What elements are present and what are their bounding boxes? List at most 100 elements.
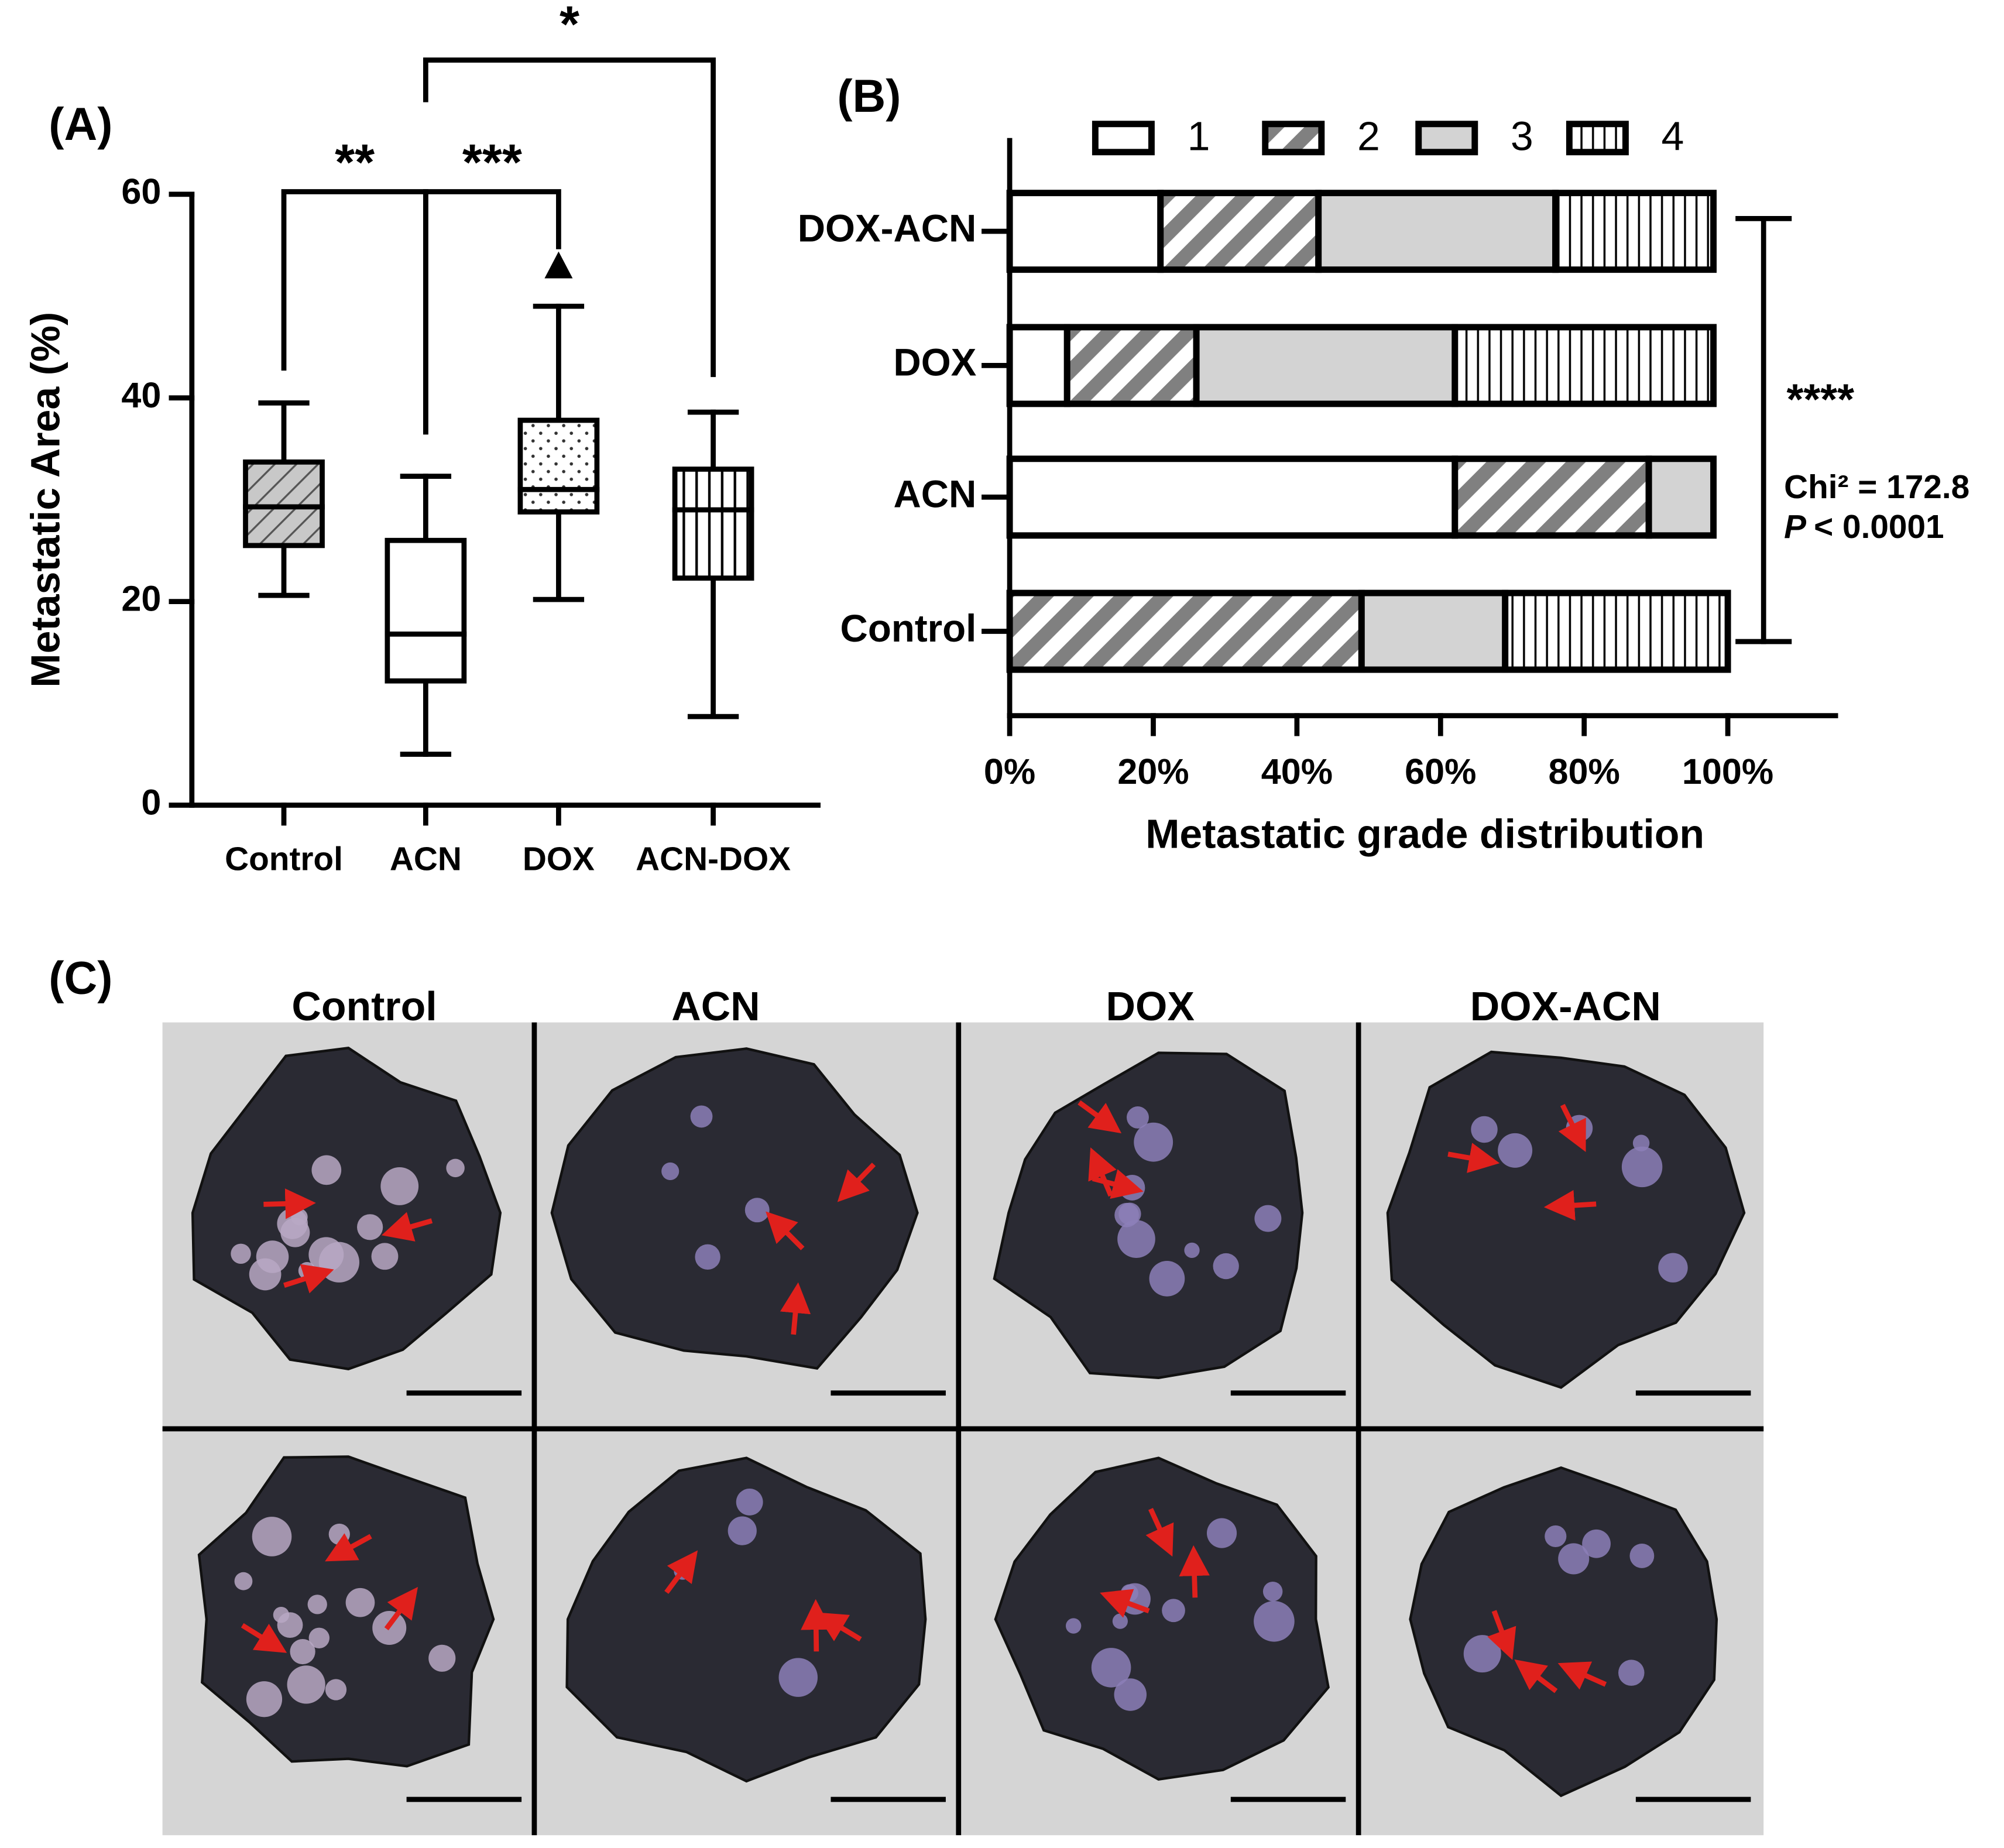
box bbox=[385, 537, 467, 684]
metastatic-nodule bbox=[290, 1638, 315, 1665]
metastatic-nodule bbox=[695, 1244, 720, 1270]
legend-swatch bbox=[1415, 121, 1478, 156]
metastatic-nodule bbox=[1618, 1660, 1645, 1686]
y-tick-label: ACN bbox=[893, 473, 976, 516]
metastatic-nodule bbox=[1254, 1205, 1282, 1232]
legend-swatch bbox=[1092, 121, 1155, 156]
panel-label: (A) bbox=[49, 98, 112, 150]
metastatic-nodule bbox=[1065, 1618, 1082, 1634]
metastatic-nodule bbox=[328, 1523, 350, 1545]
x-tick-label: DOX bbox=[523, 841, 595, 878]
x-tick-label: 20% bbox=[1117, 752, 1189, 791]
metastatic-nodule bbox=[380, 1167, 419, 1205]
pointer-arrow bbox=[1092, 1169, 1144, 1199]
metastatic-nodule bbox=[307, 1595, 327, 1614]
legend-label: 4 bbox=[1662, 113, 1684, 159]
bar-segment bbox=[1006, 455, 1459, 539]
box bbox=[672, 467, 754, 581]
bar-segment bbox=[1552, 190, 1717, 273]
pointer-arrow bbox=[1447, 1143, 1500, 1173]
pointer-arrow bbox=[837, 1163, 876, 1202]
metastatic-nodule bbox=[1213, 1253, 1239, 1280]
p-value: < 0.0001 bbox=[1814, 509, 1944, 546]
metastatic-nodule bbox=[1658, 1253, 1688, 1283]
metastatic-nodule bbox=[428, 1644, 456, 1672]
bar-segment bbox=[1451, 455, 1652, 539]
legend-swatch bbox=[1566, 121, 1629, 156]
y-tick-label: DOX-ACN bbox=[798, 207, 977, 249]
pointer-arrow bbox=[1088, 1147, 1117, 1197]
metastatic-nodule bbox=[287, 1665, 325, 1704]
legend-swatch bbox=[1262, 121, 1325, 156]
metastatic-nodule bbox=[1558, 1543, 1590, 1575]
column-header: DOX-ACN bbox=[1470, 983, 1661, 1029]
bar-segment bbox=[1193, 324, 1459, 407]
metastatic-nodule bbox=[1582, 1529, 1611, 1558]
pointer-arrow bbox=[1078, 1100, 1122, 1134]
p-value-label: P < 0.0001 bbox=[1784, 509, 1944, 546]
metastatic-nodule bbox=[690, 1105, 713, 1128]
metastatic-nodule bbox=[277, 1208, 308, 1239]
bar-segment bbox=[1645, 455, 1717, 539]
bar-segment bbox=[1063, 324, 1200, 407]
panel-label: (C) bbox=[49, 952, 112, 1004]
x-tick-label: 60% bbox=[1405, 752, 1476, 791]
metastatic-nodule bbox=[728, 1516, 757, 1545]
significance-label: **** bbox=[1787, 375, 1855, 423]
legend-label: 2 bbox=[1357, 113, 1380, 159]
metastatic-nodule bbox=[1254, 1600, 1295, 1642]
y-tick-label: 20 bbox=[121, 579, 161, 619]
metastatic-nodule bbox=[252, 1517, 292, 1556]
y-axis-title: Metastatic Area (%) bbox=[23, 312, 68, 688]
significance-bracket bbox=[423, 57, 716, 378]
legend-label: 1 bbox=[1188, 113, 1210, 159]
significance-label: ** bbox=[335, 133, 375, 191]
metastatic-nodule bbox=[311, 1155, 342, 1185]
metastatic-nodule bbox=[345, 1588, 375, 1617]
x-tick-label: 100% bbox=[1682, 752, 1773, 791]
significance-bracket bbox=[423, 189, 561, 435]
metastatic-nodule bbox=[308, 1627, 330, 1648]
metastatic-nodule bbox=[273, 1607, 290, 1623]
x-tick-label: 40% bbox=[1261, 752, 1333, 791]
metastatic-nodule bbox=[1184, 1242, 1200, 1258]
metastatic-nodule bbox=[1112, 1613, 1128, 1629]
pointer-arrow bbox=[325, 1533, 372, 1562]
lung-specimen bbox=[550, 1047, 919, 1370]
metastatic-nodule bbox=[246, 1681, 283, 1717]
pointer-arrow bbox=[1514, 1659, 1558, 1693]
significance-bracket bbox=[281, 189, 428, 435]
y-tick-label: 40 bbox=[121, 375, 161, 415]
lung-specimen bbox=[994, 1456, 1330, 1781]
column-header: Control bbox=[291, 983, 437, 1029]
bar-segment bbox=[1006, 324, 1070, 407]
metastatic-nodule bbox=[1127, 1106, 1149, 1129]
lung-specimen bbox=[565, 1456, 927, 1783]
pointer-arrow bbox=[384, 1586, 418, 1631]
box bbox=[517, 417, 600, 515]
metastatic-nodule bbox=[778, 1658, 818, 1697]
pointer-arrow bbox=[1558, 1103, 1586, 1153]
metastatic-nodule bbox=[744, 1198, 770, 1223]
metastatic-nodule bbox=[1498, 1133, 1533, 1168]
bar-segment bbox=[1502, 589, 1731, 673]
x-tick-label: ACN-DOX bbox=[636, 841, 791, 878]
metastatic-nodule bbox=[1632, 1134, 1650, 1151]
column-header: ACN bbox=[671, 983, 760, 1029]
bar-segment bbox=[1006, 589, 1365, 673]
pointer-arrow bbox=[1145, 1508, 1174, 1557]
panel-label: (B) bbox=[837, 70, 901, 122]
metastatic-nodule bbox=[1162, 1599, 1185, 1623]
pointer-arrow bbox=[766, 1211, 805, 1250]
bar-segment bbox=[1358, 589, 1509, 673]
metastatic-nodule bbox=[1545, 1525, 1567, 1548]
metastatic-nodule bbox=[357, 1214, 383, 1240]
metastatic-nodule bbox=[231, 1243, 251, 1264]
chi-square-label: Chi² = 172.8 bbox=[1784, 469, 1969, 506]
y-tick-label: 0 bbox=[141, 783, 161, 822]
pointer-arrow bbox=[1557, 1661, 1607, 1690]
significance-label: * bbox=[560, 0, 579, 53]
metastatic-nodule bbox=[1117, 1220, 1155, 1258]
